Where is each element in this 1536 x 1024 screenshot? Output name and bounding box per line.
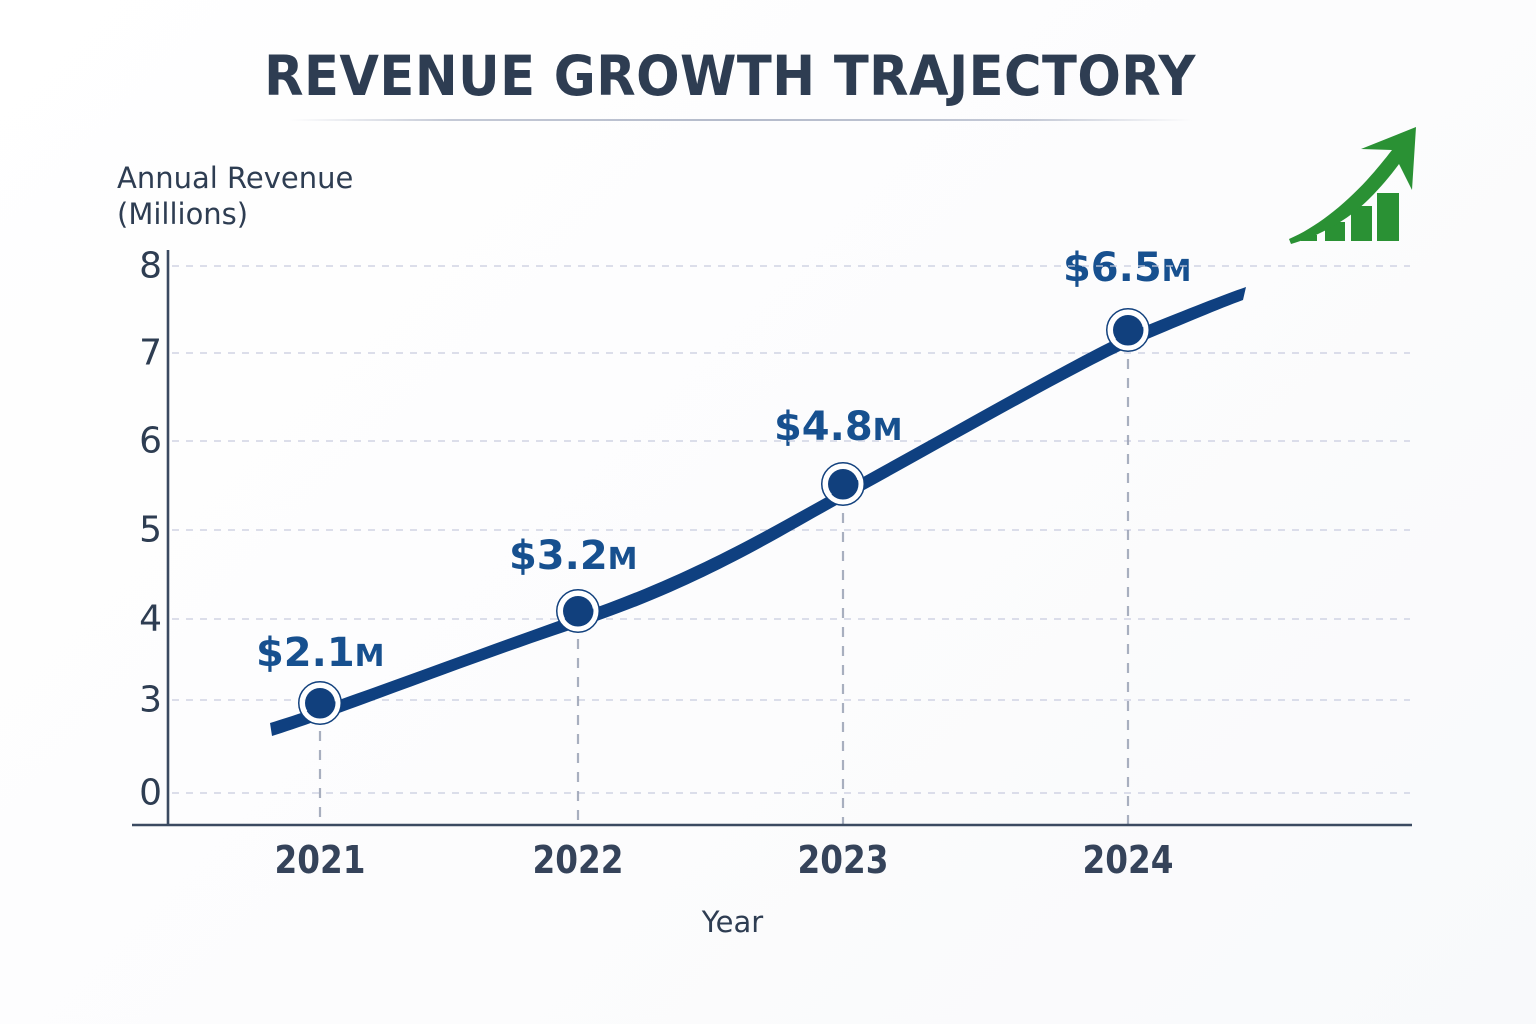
y-axis-title: Annual Revenue (Millions) <box>117 161 354 231</box>
growth-icon-bar-4 <box>1377 193 1399 241</box>
growth-icon-bar-3 <box>1351 206 1372 241</box>
value-label-number-2022: $3.2 <box>508 533 608 579</box>
value-label-number-2024: $6.5 <box>1062 245 1162 291</box>
drop-lines <box>318 340 1130 824</box>
data-markers <box>298 308 1150 725</box>
value-label-unit-2024: M <box>1161 254 1192 289</box>
value-label-unit-2021: M <box>354 639 385 674</box>
data-point-2024[interactable] <box>1106 308 1150 352</box>
y-tick-label-6: 6 <box>139 420 162 462</box>
growth-arrow-bars-icon <box>1289 127 1416 244</box>
y-tick-label-0: 0 <box>139 772 162 814</box>
value-label-unit-2023: M <box>872 413 903 448</box>
data-point-2021[interactable] <box>298 681 342 725</box>
y-tick-label-5: 5 <box>139 509 162 551</box>
y-tick-label-8: 8 <box>139 245 162 287</box>
value-label-unit-2022: M <box>607 542 638 577</box>
x-tick-label-2024: 2024 <box>1082 838 1174 882</box>
growth-icon-arrow <box>1289 127 1416 244</box>
value-label-2024: $6.5M <box>1062 245 1192 291</box>
y-tick-label-7: 7 <box>139 332 162 374</box>
x-tick-label-2021: 2021 <box>274 838 366 882</box>
value-label-2021: $2.1M <box>255 630 385 676</box>
title-divider <box>288 119 1193 121</box>
data-point-2022[interactable] <box>556 589 600 633</box>
trend-line <box>270 287 1246 736</box>
value-label-2023: $4.8M <box>773 404 903 450</box>
x-tick-label-2022: 2022 <box>532 838 624 882</box>
x-axis-title: Year <box>701 905 764 939</box>
growth-icon-bar-1 <box>1301 235 1317 241</box>
value-label-number-2021: $2.1 <box>255 630 355 676</box>
value-label-2022: $3.2M <box>508 533 638 579</box>
value-label-number-2023: $4.8 <box>773 404 873 450</box>
page-title: REVENUE GROWTH TRAJECTORY <box>264 44 1196 108</box>
y-tick-label-4: 4 <box>139 598 162 640</box>
data-point-2023[interactable] <box>821 462 865 506</box>
x-tick-label-2023: 2023 <box>797 838 889 882</box>
y-tick-label-3: 3 <box>139 679 162 721</box>
